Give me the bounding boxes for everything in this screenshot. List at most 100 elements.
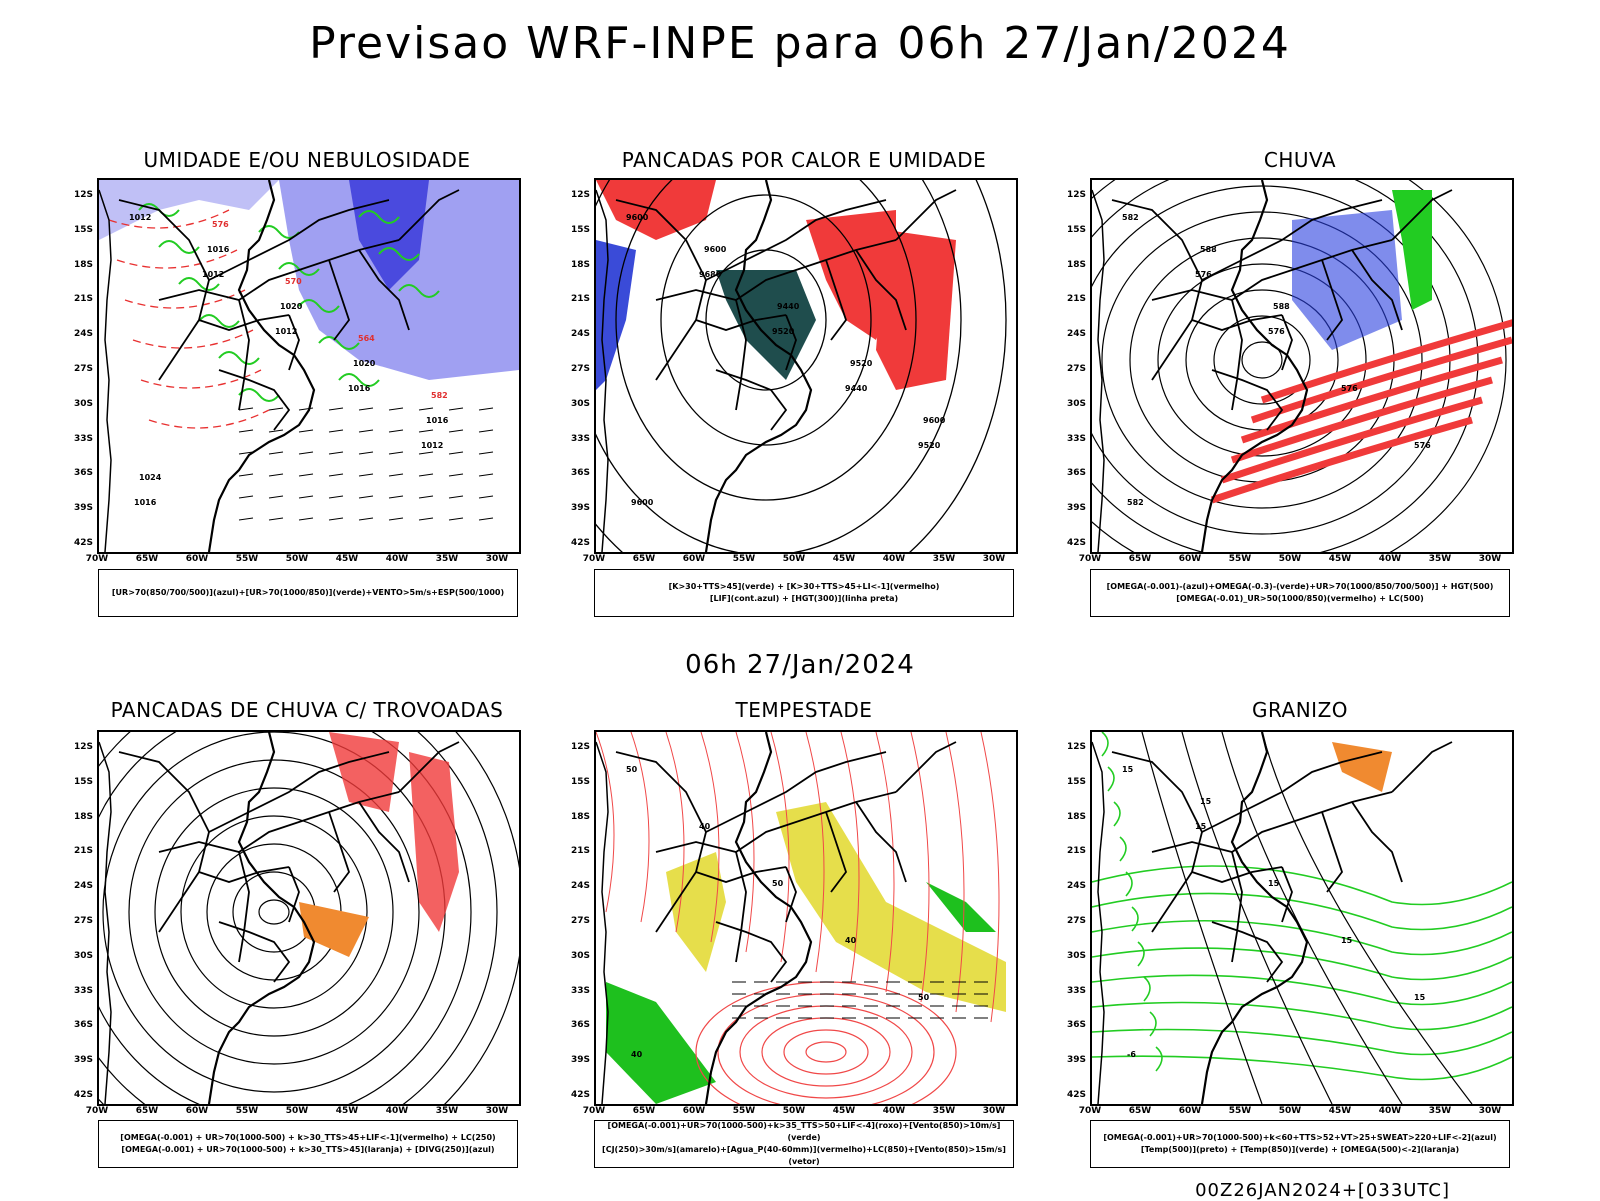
lat-tick-label: 12S: [570, 742, 590, 752]
lc850-red-contour: [805, 1041, 847, 1063]
rain-red-band: [1210, 416, 1473, 504]
lat-tick-label: 33S: [1066, 433, 1086, 444]
lat-tick-label: 42S: [73, 538, 93, 548]
streamline: [128, 759, 420, 1065]
lat-tick-label: 12S: [73, 742, 93, 752]
contour-label: 9520: [772, 327, 795, 336]
temp850-green-contour: [1125, 871, 1133, 897]
political-border: [705, 199, 887, 281]
temp850-green-contour: [1092, 1055, 1512, 1081]
coastline: [1200, 180, 1309, 552]
lat-tick-label: 39S: [570, 1055, 590, 1066]
contour-label: 582: [431, 391, 448, 400]
lat-tick-label: 33S: [570, 985, 590, 996]
lon-tick-label: 65W: [632, 554, 656, 564]
map-umidade: 1012 1012 1012 1016 1012 1016 1016 1020 1020 1016…: [97, 178, 521, 554]
lc850-red-contour: [805, 732, 825, 973]
lon-tick-label: 45W: [335, 1106, 359, 1116]
lon-tick-label: 40W: [385, 1106, 409, 1116]
temp500-black-contour: [1181, 732, 1333, 1104]
wind-vector: [298, 495, 314, 499]
map-canvas-umidade: 1012 1012 1012 1016 1012 1016 1016 1020 1020 1016…: [99, 180, 519, 552]
wind-vector: [358, 429, 374, 433]
legend-chuva: [OMEGA(-0.001)-(azul)+OMEGA(-0.3)-(verde…: [1090, 569, 1510, 617]
lat-tick-label: 15S: [570, 224, 590, 235]
lon-tick-label: 60W: [682, 554, 706, 564]
lon-tick-label: 45W: [335, 554, 359, 564]
coastline: [207, 180, 316, 552]
lc850-red-contour: [761, 1017, 891, 1087]
contour-label: 9520: [918, 441, 941, 450]
lon-tick-label: 45W: [1328, 554, 1352, 564]
lon-tick-label: 50W: [1278, 554, 1302, 564]
contour-label: 15: [1341, 936, 1353, 945]
contour-label: 588: [1273, 302, 1290, 311]
wind-vector: [358, 407, 374, 411]
lon-tick-label: 40W: [1378, 554, 1402, 564]
lat-tick-label: 30S: [570, 950, 590, 961]
temp850-green-contour: [1092, 892, 1512, 931]
lat-tick-label: 42S: [1066, 538, 1086, 548]
streamline: [99, 732, 472, 1104]
lon-tick-label: 35W: [1428, 1106, 1452, 1116]
instability-red-area: [806, 210, 896, 340]
lat-tick-label: 15S: [73, 224, 93, 235]
contour-label: 582: [1127, 498, 1144, 507]
political-border: [1211, 921, 1284, 983]
map-canvas-trovoadas: [99, 732, 519, 1104]
political-border: [1151, 239, 1393, 301]
political-border: [208, 751, 390, 833]
lc850-red-contour: [783, 1029, 869, 1075]
political-border: [855, 249, 907, 331]
wind-vector: [478, 473, 494, 477]
contour-label: 15: [1195, 822, 1207, 831]
legend-line: [OMEGA(-0.001) + UR>70(1000-500) + k>30_…: [120, 1133, 496, 1142]
political-border: [288, 314, 300, 371]
wind-vector: [358, 473, 374, 477]
lon-tick-label: 50W: [782, 554, 806, 564]
contour-label: 570: [285, 277, 302, 286]
jet-yellow-area: [776, 802, 1006, 1012]
panel-title-pancadas-calor: PANCADAS POR CALOR E UMIDADE: [621, 148, 987, 172]
contour-label: 9520: [850, 359, 873, 368]
thickness-red-contour: [140, 369, 262, 389]
lon-tick-label: 60W: [1178, 554, 1202, 564]
legend-line: [OMEGA(-0.01)_UR>50(1000/850)(vermelho) …: [1176, 594, 1424, 603]
lon-tick-label: 30W: [1478, 554, 1502, 564]
political-border: [198, 314, 290, 331]
contour-label: 40: [631, 1050, 643, 1059]
political-border: [715, 921, 788, 983]
lon-tick-label: 65W: [135, 554, 159, 564]
wind-vector: [298, 473, 314, 477]
political-border: [1321, 811, 1344, 893]
omega-orange-area: [1332, 742, 1392, 792]
political-border: [328, 811, 351, 893]
lat-tick-label: 18S: [1066, 811, 1086, 822]
lat-tick-label: 42S: [73, 1090, 93, 1100]
lon-tick-label: 70W: [582, 1106, 606, 1116]
political-border: [398, 189, 460, 241]
coastline-west: [1092, 741, 1105, 1104]
political-border: [1281, 314, 1293, 371]
humidity-green-contour: [298, 299, 340, 313]
political-border: [238, 851, 250, 963]
wind-vector: [328, 407, 344, 411]
lat-tick-label: 27S: [570, 916, 590, 926]
political-border: [655, 791, 897, 853]
wind-vector: [448, 451, 464, 455]
lat-tick-label: 15S: [73, 776, 93, 787]
contour-label: 9600: [704, 245, 727, 254]
lon-tick-label: 40W: [1378, 1106, 1402, 1116]
wind-vector: [268, 495, 284, 499]
coastline-west: [1092, 189, 1105, 552]
legend-line: [OMEGA(-0.001)+UR>70(1000-500)+k>35_TTS>…: [607, 1121, 1001, 1142]
lon-tick-label: 70W: [85, 554, 109, 564]
humidity-green-contour: [398, 284, 440, 298]
lon-tick-label: 70W: [582, 554, 606, 564]
lon-tick-label: 55W: [235, 554, 259, 564]
lon-tick-label: 65W: [1128, 1106, 1152, 1116]
lon-tick-label: 35W: [435, 1106, 459, 1116]
political-border: [198, 866, 290, 883]
lat-tick-label: 15S: [1066, 776, 1086, 787]
map-granizo: 15 15 15 15 15 -6 15: [1090, 730, 1514, 1106]
